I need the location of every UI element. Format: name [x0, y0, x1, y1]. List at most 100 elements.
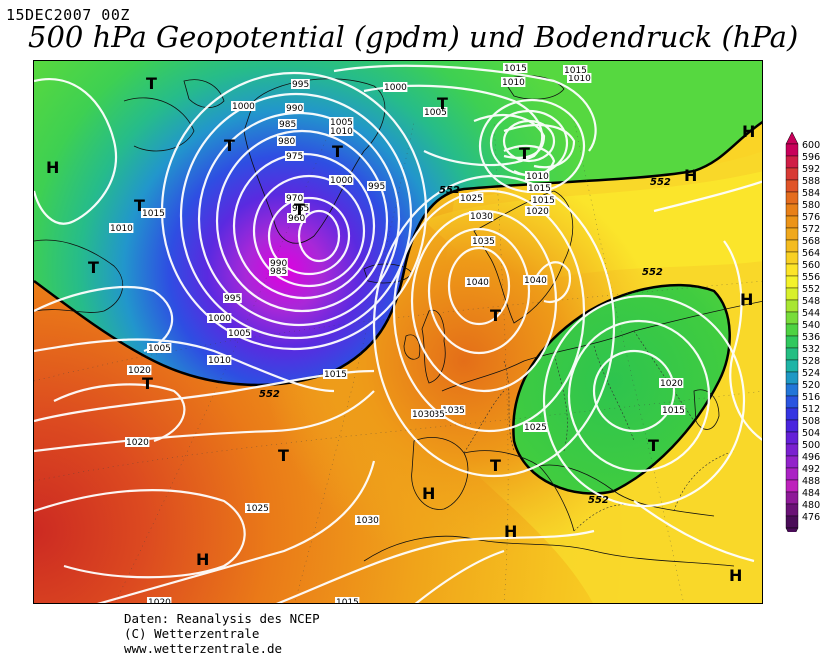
legend-swatch: [785, 275, 799, 289]
isobar-label: 1020: [126, 438, 149, 448]
isobar-label: 965: [292, 204, 309, 214]
legend-level-label: 508: [802, 416, 820, 427]
isobar-label: 1005: [330, 118, 353, 128]
low-pressure-marker: T: [294, 200, 305, 219]
legend-swatch: [785, 515, 799, 529]
low-pressure-marker: T: [278, 446, 289, 465]
isobar-label: 1035: [472, 237, 495, 247]
low-pressure-marker: T: [332, 142, 343, 161]
contour-label-552: 552: [588, 495, 609, 506]
legend-level-label: 536: [802, 332, 820, 343]
legend-swatch: [785, 167, 799, 181]
legend-level-label: 492: [802, 464, 820, 475]
isobar-label: 1030: [470, 212, 493, 222]
isobar-label: 1000: [384, 83, 407, 93]
legend-swatch: [785, 383, 799, 397]
legend-swatch: [785, 191, 799, 205]
legend-swatch: [785, 287, 799, 301]
legend-level-label: 532: [802, 344, 820, 355]
isobar-label: 1000: [208, 314, 231, 324]
legend-swatch: [785, 407, 799, 421]
isobar-label: 990: [270, 259, 287, 269]
legend-swatch: [785, 419, 799, 433]
low-pressure-marker: T: [146, 74, 157, 93]
isobar-label: 1015: [532, 196, 555, 206]
credits-copyright: (C) Wetterzentrale: [124, 626, 260, 641]
legend-level-label: 560: [802, 260, 820, 271]
legend-arrow-top: [785, 131, 799, 145]
isobar-label: 1025: [460, 194, 483, 204]
high-pressure-marker: H: [46, 158, 59, 177]
isobar-label: 1020: [128, 366, 151, 376]
low-pressure-marker: T: [490, 456, 501, 475]
legend-level-label: 496: [802, 452, 820, 463]
legend-level-label: 540: [802, 320, 820, 331]
isobar-label: 970: [286, 194, 303, 204]
legend-level-label: 488: [802, 476, 820, 487]
legend-swatch: [785, 395, 799, 409]
legend-level-label: 484: [802, 488, 820, 499]
color-legend: 6005965925885845805765725685645605565525…: [785, 131, 820, 532]
legend-swatch: [785, 467, 799, 481]
isobar-label: 1015: [336, 598, 359, 604]
low-pressure-marker: T: [648, 436, 659, 455]
isobar-label: 1030: [356, 516, 379, 526]
legend-swatch: [785, 335, 799, 349]
legend-level-label: 572: [802, 224, 820, 235]
weather-map: 552 552 552 552 552 995 1015 1010 1000 1005 9…: [33, 60, 763, 604]
isobar-label: 1015: [528, 184, 551, 194]
legend-swatch: [785, 371, 799, 385]
legend-swatch: [785, 491, 799, 505]
legend-swatch: [785, 455, 799, 469]
high-pressure-marker: H: [740, 290, 753, 309]
contour-label-552: 552: [259, 389, 280, 400]
isobar-label: 1040: [524, 276, 547, 286]
legend-level-label: 580: [802, 200, 820, 211]
legend-level-label: 564: [802, 248, 820, 259]
legend-level-label: 516: [802, 392, 820, 403]
contour-label-552: 552: [650, 177, 671, 188]
legend-swatch: [785, 311, 799, 325]
legend-swatch: [785, 203, 799, 217]
low-pressure-marker: T: [88, 258, 99, 277]
isobar-label: 995: [292, 80, 309, 90]
isobar-label: 1010: [568, 74, 591, 84]
legend-level-label: 500: [802, 440, 820, 451]
isobar-label: 1015: [142, 209, 165, 219]
legend-swatch: [785, 431, 799, 445]
date-label: 15DEC2007 00Z: [6, 6, 130, 24]
legend-swatch: [785, 179, 799, 193]
legend-level-label: 584: [802, 188, 820, 199]
isobar-label: 1005: [148, 344, 171, 354]
high-pressure-marker: H: [742, 122, 755, 141]
high-pressure-marker: H: [504, 522, 517, 541]
isobar-label: 1020: [148, 598, 171, 604]
isobar-label: 1035: [442, 406, 465, 416]
isobar-label: 1005: [424, 108, 447, 118]
isobar-label: 1010: [330, 127, 353, 137]
credits-source: Daten: Reanalysis des NCEP: [124, 611, 320, 626]
chart-title: 500 hPa Geopotential (gpdm) und Bodendru…: [28, 20, 799, 54]
isobar-label: 1000: [232, 102, 255, 112]
isobar-label: 975: [286, 152, 303, 162]
legend-level-label: 528: [802, 356, 820, 367]
isobar-label: 1030: [412, 410, 435, 420]
isobar-label: 995: [224, 294, 241, 304]
legend-level-label: 600: [802, 140, 820, 151]
legend-level-label: 552: [802, 284, 820, 295]
legend-level-label: 576: [802, 212, 820, 223]
legend-swatch: [785, 359, 799, 373]
contour-label-552: 552: [439, 185, 460, 196]
contour-label-552: 552: [642, 267, 663, 278]
isobar-label: 1010: [110, 224, 133, 234]
credits-url: www.wetterzentrale.de: [124, 641, 283, 656]
legend-swatch: [785, 299, 799, 313]
isobar-label: 995: [368, 182, 385, 192]
legend-level-label: 480: [802, 500, 820, 511]
low-pressure-marker: T: [490, 306, 501, 325]
isobar-label: 1010: [526, 172, 549, 182]
legend-level-label: 568: [802, 236, 820, 247]
legend-swatch: [785, 263, 799, 277]
legend-swatch: [785, 503, 799, 517]
isobar-label: 960: [288, 214, 305, 224]
